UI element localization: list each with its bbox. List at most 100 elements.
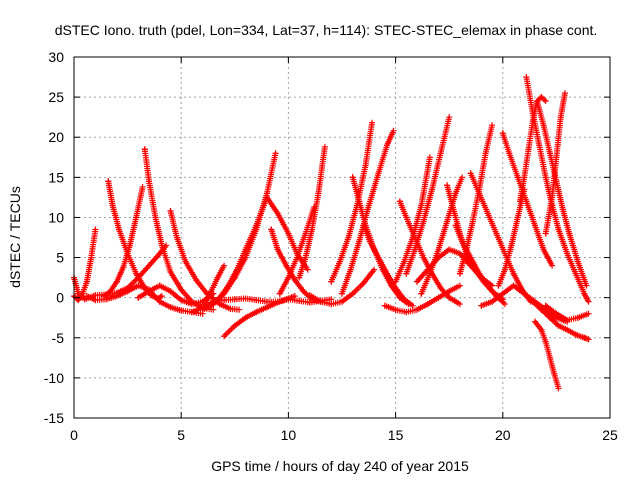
data-point xyxy=(521,186,528,193)
data-point xyxy=(167,268,174,275)
data-point xyxy=(396,198,403,205)
data-series xyxy=(392,154,433,285)
data-point xyxy=(553,154,560,161)
data-point xyxy=(446,114,453,121)
data-point xyxy=(242,314,249,321)
data-point xyxy=(564,250,571,257)
data-point xyxy=(199,306,206,313)
data-point xyxy=(75,290,82,297)
x-tick-label: 0 xyxy=(70,427,78,443)
data-point xyxy=(452,190,459,197)
data-point xyxy=(221,297,228,304)
data-point xyxy=(221,333,228,340)
data-point xyxy=(435,246,442,253)
x-tick-label: 15 xyxy=(388,427,404,443)
data-point xyxy=(435,254,442,261)
data-point xyxy=(538,94,545,101)
data-series xyxy=(495,186,528,289)
data-point xyxy=(574,258,581,265)
data-point xyxy=(193,277,200,284)
y-tick-label: 15 xyxy=(48,169,64,185)
data-point xyxy=(103,296,110,303)
data-point xyxy=(214,274,221,281)
data-point xyxy=(467,170,474,177)
data-point xyxy=(429,186,436,193)
data-point xyxy=(403,214,410,221)
x-axis-label: GPS time / hours of day 240 of year 2015 xyxy=(211,458,469,474)
y-tick-label: 25 xyxy=(48,89,64,105)
data-point xyxy=(426,154,433,161)
data-series xyxy=(203,194,311,309)
data-point xyxy=(315,190,322,197)
data-point xyxy=(566,230,573,237)
series-markers xyxy=(456,124,495,277)
data-point xyxy=(585,298,592,305)
data-point xyxy=(141,146,148,153)
data-point xyxy=(328,278,335,285)
data-point xyxy=(366,238,373,245)
plot-frame xyxy=(73,56,611,419)
data-point xyxy=(585,310,592,317)
data-point xyxy=(546,314,553,321)
y-tick-label: 20 xyxy=(48,129,64,145)
data-point xyxy=(549,194,556,201)
data-series xyxy=(306,266,378,308)
data-point xyxy=(446,288,453,295)
data-point xyxy=(409,302,416,309)
data-point xyxy=(221,262,228,269)
data-point xyxy=(542,98,549,105)
ticks: 0 5 10 15 20 25 -15 -10 -5 0 5 10 15 20 25 30 xyxy=(44,49,618,443)
data-point xyxy=(253,297,260,304)
data-point xyxy=(411,246,418,253)
data-point xyxy=(210,306,217,313)
data-point xyxy=(152,214,159,221)
data-point xyxy=(523,74,530,81)
data-point xyxy=(339,290,345,297)
data-point xyxy=(510,270,517,277)
data-point xyxy=(489,298,496,305)
data-series xyxy=(531,318,562,392)
y-tick-label: -5 xyxy=(52,330,65,346)
data-point xyxy=(233,266,240,273)
data-point xyxy=(347,266,354,273)
y-tick-label: -10 xyxy=(44,370,64,386)
data-point xyxy=(158,242,165,249)
data-point xyxy=(88,254,95,261)
data-point xyxy=(156,282,163,289)
data-point xyxy=(446,246,453,253)
data-point xyxy=(274,298,281,305)
data-point xyxy=(263,298,270,305)
data-point xyxy=(456,250,463,257)
data-point xyxy=(484,282,491,289)
data-point xyxy=(272,150,279,157)
data-point xyxy=(293,254,300,261)
series-markers xyxy=(534,98,589,287)
data-point xyxy=(253,309,260,316)
data-point xyxy=(540,246,547,253)
data-point xyxy=(546,354,553,361)
data-point xyxy=(146,288,153,295)
data-point xyxy=(242,246,249,253)
data-point xyxy=(349,174,356,181)
data-point xyxy=(124,288,131,295)
data-point xyxy=(116,226,123,233)
data-point xyxy=(555,226,562,233)
data-point xyxy=(583,282,590,289)
data-point xyxy=(534,98,541,105)
data-point xyxy=(510,282,517,289)
data-point xyxy=(531,318,538,325)
data-point xyxy=(414,306,421,313)
data-point xyxy=(478,302,485,309)
data-point xyxy=(450,206,457,213)
data-point xyxy=(371,266,378,273)
y-tick-label: 0 xyxy=(56,290,64,306)
data-point xyxy=(83,278,90,285)
data-point xyxy=(302,230,309,237)
series-markers xyxy=(360,222,414,308)
data-point xyxy=(529,298,536,305)
data-point xyxy=(208,288,215,295)
data-point xyxy=(420,254,427,261)
data-point xyxy=(549,262,556,269)
data-series xyxy=(396,198,463,308)
